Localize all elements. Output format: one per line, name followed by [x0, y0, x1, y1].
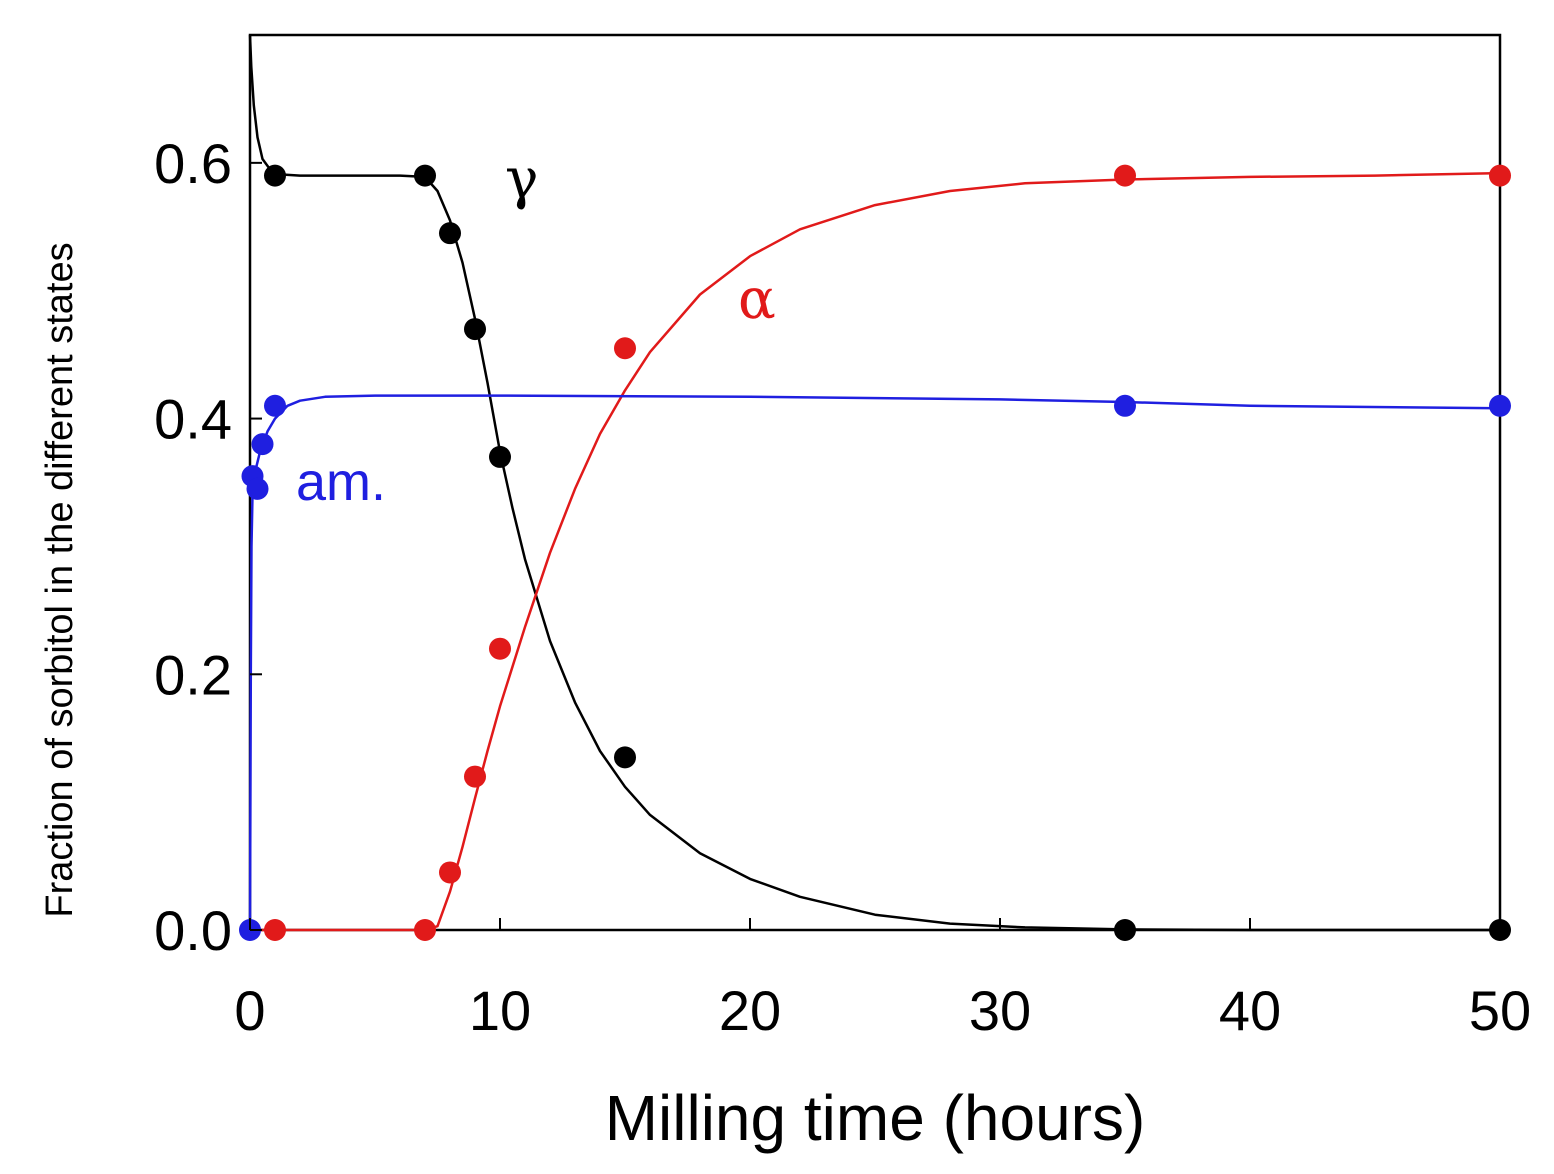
x-ticks: 0 10 20 30 40 50: [234, 918, 1531, 1042]
data-point-gamma: [264, 164, 286, 187]
data-point-gamma: [464, 318, 486, 341]
data-point-gamma: [414, 164, 436, 187]
x-tick-label: 50: [1469, 979, 1531, 1042]
series-label-amorphous: am.: [296, 452, 386, 512]
plot-frame: [248, 33, 1502, 932]
data-point-alpha: [414, 919, 436, 941]
data-point-gamma: [1114, 919, 1136, 941]
data-point-amorphous: [246, 477, 269, 500]
y-ticks: 0.0 0.2 0.4 0.6: [154, 132, 262, 962]
data-point-alpha: [489, 637, 511, 660]
x-tick-label: 10: [469, 979, 531, 1042]
fit-line-amorphous: [248, 394, 1501, 931]
data-point-gamma: [614, 746, 636, 769]
y-tick-label: 0.2: [154, 643, 232, 706]
data-points: [239, 164, 1511, 941]
x-tick-label: 0: [234, 979, 265, 1042]
x-tick-label: 30: [969, 979, 1031, 1042]
series-label-alpha: α: [738, 267, 776, 332]
data-point-alpha: [614, 337, 636, 360]
data-point-alpha: [1114, 164, 1136, 187]
y-tick-label: 0.0: [154, 899, 232, 962]
fit-curves: [248, 34, 1501, 932]
y-tick-label: 0.4: [154, 388, 232, 451]
data-point-amorphous: [251, 433, 274, 456]
data-point-alpha: [464, 765, 486, 788]
x-tick-label: 20: [719, 979, 781, 1042]
data-point-amorphous: [264, 394, 286, 417]
data-point-amorphous: [1489, 394, 1511, 417]
y-tick-label: 0.6: [154, 132, 232, 195]
data-point-alpha: [1489, 164, 1511, 187]
data-point-alpha: [264, 919, 286, 941]
data-point-gamma: [439, 222, 461, 245]
fit-line-alpha: [250, 171, 1501, 932]
x-axis-title: Milling time (hours): [605, 1082, 1146, 1154]
series-label-gamma: γ: [505, 147, 538, 212]
y-axis-title: Fraction of sorbitol in the different st…: [39, 242, 81, 917]
data-point-amorphous: [1114, 394, 1136, 417]
x-tick-label: 40: [1219, 979, 1281, 1042]
fit-line-gamma: [248, 34, 1500, 932]
data-point-alpha: [439, 861, 461, 884]
series-labels: γ α am.: [296, 147, 776, 512]
data-point-gamma: [489, 445, 511, 468]
